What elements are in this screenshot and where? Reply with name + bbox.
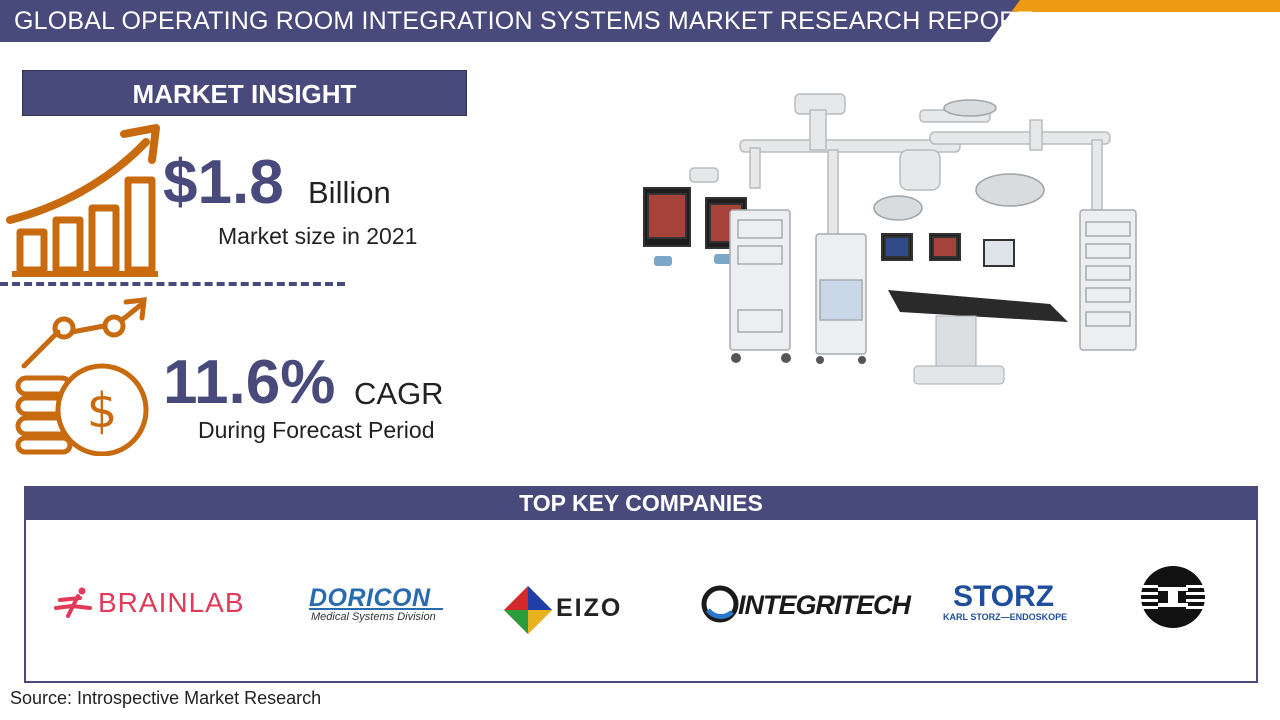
eizo-diamond-icon (504, 586, 552, 634)
market-insight-heading: MARKET INSIGHT (22, 70, 467, 116)
header-banner (0, 0, 1020, 42)
storz-text: STORZ (953, 580, 1055, 613)
doricon-text: DORICON (309, 584, 431, 612)
dollar-growth-icon: $ (15, 297, 149, 456)
growth-chart-icon (6, 124, 160, 277)
svg-text:$: $ (87, 383, 118, 439)
brainlab-logo: BRAINLAB (54, 586, 259, 620)
integritech-ring-icon (701, 585, 739, 623)
storz-subtitle: KARL STORZ—ENDOSKOPE (943, 612, 1068, 622)
source-note: Source: Introspective Market Research (10, 688, 322, 708)
market-size-unit: Billion (308, 175, 391, 210)
doricon-logo: DORICON Medical Systems Division (309, 584, 449, 626)
cagr-value: 11.6% (163, 348, 336, 417)
eizo-text: EIZO (556, 594, 623, 622)
storz-logo: STORZ KARL STORZ—ENDOSKOPE (943, 580, 1068, 626)
integritech-text: INTEGRITECH (738, 590, 911, 620)
cagr-unit: CAGR (354, 376, 444, 411)
operating-room-illustration (643, 93, 1137, 385)
integritech-logo: INTEGRITECH (700, 584, 911, 624)
market-size-value: $1.8 (163, 148, 284, 217)
market-size-label: Market size in 2021 (218, 223, 418, 249)
brainlab-runner-icon (54, 587, 92, 618)
doricon-subtitle: Medical Systems Division (311, 611, 436, 623)
company-emblem-logo (1130, 566, 1206, 628)
cagr-label: During Forecast Period (198, 417, 435, 443)
companies-heading: TOP KEY COMPANIES (24, 486, 1258, 520)
eizo-logo: EIZO (502, 584, 642, 636)
page-title: GLOBAL OPERATING ROOM INTEGRATION SYSTEM… (14, 7, 1033, 35)
divider (0, 282, 345, 286)
brainlab-text: BRAINLAB (98, 587, 245, 618)
